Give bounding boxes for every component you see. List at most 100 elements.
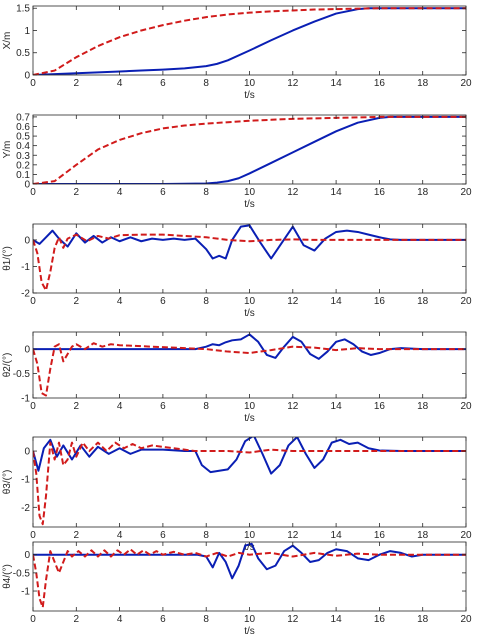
- x-tick-label: 6: [160, 78, 166, 89]
- x-tick-label: 2: [74, 78, 80, 89]
- x-tick-label: 16: [374, 401, 386, 412]
- x-tick-label: 4: [117, 614, 123, 625]
- x-tick-label: 18: [417, 530, 429, 541]
- panel-4: 0 2 4 6 8 10 12 14 16 18 20 -1 -0.5 0 t/s θ2/(°): [2, 331, 472, 424]
- x-tick-label: 8: [203, 401, 209, 412]
- y-tick-label: 0.3: [16, 151, 30, 162]
- x-axis-label: t/s: [244, 90, 255, 101]
- x-tick-label: 12: [287, 401, 299, 412]
- y-tick-label: -1: [21, 262, 30, 273]
- x-tick-label: 10: [244, 614, 256, 625]
- y-tick-label: 0: [24, 235, 30, 246]
- y-tick-label: 1: [24, 26, 30, 37]
- y-tick-label: -1: [21, 587, 30, 598]
- x-tick-label: 20: [460, 401, 472, 412]
- solid-series-line: [33, 542, 466, 580]
- y-tick-label: -0.5: [13, 568, 31, 579]
- x-tick-label: 8: [203, 296, 209, 307]
- x-tick-label: 14: [331, 614, 343, 625]
- x-tick-label: 4: [117, 401, 123, 412]
- x-tick-label: 8: [203, 187, 209, 198]
- dashed-series-line: [33, 115, 466, 184]
- x-tick-label: 20: [460, 78, 472, 89]
- x-tick-label: 14: [331, 187, 343, 198]
- x-tick-label: 2: [74, 187, 80, 198]
- x-tick-label: 16: [374, 614, 386, 625]
- axes-box: [32, 5, 467, 76]
- x-tick-label: 16: [374, 530, 386, 541]
- x-tick-label: 4: [117, 530, 123, 541]
- x-tick-label: 12: [287, 296, 299, 307]
- y-tick-label: -1: [21, 394, 30, 405]
- x-axis-label: t/s: [244, 626, 255, 636]
- y-tick-label: -1: [21, 475, 30, 486]
- x-tick-label: 0: [30, 401, 36, 412]
- panel-6: 0 2 4 6 8 10 12 14 16 18 20 -1 -0.5 0 t/s θ4/(°): [2, 541, 472, 636]
- y-tick-label: 1.5: [16, 4, 30, 15]
- x-tick-label: 6: [160, 530, 166, 541]
- x-tick-label: 10: [244, 530, 256, 541]
- x-tick-label: 12: [287, 187, 299, 198]
- y-tick-label: 0: [24, 447, 30, 458]
- dashed-series-line: [33, 7, 466, 75]
- x-tick-label: 6: [160, 401, 166, 412]
- x-tick-label: 20: [460, 530, 472, 541]
- x-tick-label: 4: [117, 296, 123, 307]
- x-tick-label: 2: [74, 296, 80, 307]
- y-axis-label: θ1/(°): [2, 246, 13, 271]
- dashed-series-line: [33, 233, 466, 292]
- y-tick-label: 0.4: [16, 141, 30, 152]
- x-tick-label: 8: [203, 78, 209, 89]
- panel-1: 0 2 4 6 8 10 12 14 16 18 20 0 0.5 1 1.5 t/s X/m: [2, 4, 472, 101]
- y-tick-label: 0.1: [16, 170, 30, 181]
- y-axis-label: θ4/(°): [2, 564, 13, 589]
- x-tick-label: 4: [117, 187, 123, 198]
- x-tick-label: 4: [117, 78, 123, 89]
- x-tick-label: 14: [331, 78, 343, 89]
- x-tick-label: 10: [244, 78, 256, 89]
- dashed-series-line: [33, 441, 466, 526]
- x-tick-label: 18: [417, 401, 429, 412]
- x-tick-label: 18: [417, 78, 429, 89]
- y-axis-label: Y/m: [2, 141, 13, 159]
- solid-series-line: [33, 224, 466, 260]
- axes-box: [32, 223, 467, 294]
- dashed-series-line: [33, 342, 466, 397]
- x-tick-label: 8: [203, 530, 209, 541]
- x-tick-label: 10: [244, 296, 256, 307]
- x-axis-label: t/s: [244, 308, 255, 319]
- x-tick-label: 0: [30, 530, 36, 541]
- y-tick-label: -0.5: [13, 369, 31, 380]
- y-tick-label: 0: [24, 180, 30, 191]
- solid-series-line: [33, 333, 466, 360]
- x-tick-label: 8: [203, 614, 209, 625]
- panel-3: 0 2 4 6 8 10 12 14 16 18 20 -2 -1 0 t/s θ1/(°): [2, 223, 472, 319]
- x-tick-label: 12: [287, 78, 299, 89]
- y-tick-label: -2: [21, 503, 30, 514]
- x-tick-label: 18: [417, 187, 429, 198]
- panel-5: 0 2 4 6 8 10 12 14 16 18 20 -2 -1 0 t/s θ3/(°): [2, 436, 472, 553]
- y-axis-label: θ2/(°): [2, 353, 13, 378]
- solid-series-line: [33, 7, 466, 75]
- x-tick-label: 0: [30, 78, 36, 89]
- x-tick-label: 16: [374, 296, 386, 307]
- x-tick-label: 18: [417, 296, 429, 307]
- x-tick-label: 20: [460, 614, 472, 625]
- x-axis-label: t/s: [244, 542, 255, 553]
- x-tick-label: 14: [331, 296, 343, 307]
- y-tick-label: 0.5: [16, 132, 30, 143]
- axes-box: [32, 331, 467, 399]
- y-axis-label: X/m: [2, 32, 13, 50]
- x-axis-label: t/s: [244, 199, 255, 210]
- y-tick-label: 0.6: [16, 122, 30, 133]
- x-tick-label: 14: [331, 530, 343, 541]
- y-axis-label: θ3/(°): [2, 470, 13, 495]
- x-tick-label: 6: [160, 296, 166, 307]
- x-tick-label: 12: [287, 530, 299, 541]
- x-tick-label: 0: [30, 614, 36, 625]
- x-axis-label: t/s: [244, 413, 255, 424]
- x-tick-label: 10: [244, 401, 256, 412]
- x-tick-label: 10: [244, 187, 256, 198]
- x-tick-label: 12: [287, 614, 299, 625]
